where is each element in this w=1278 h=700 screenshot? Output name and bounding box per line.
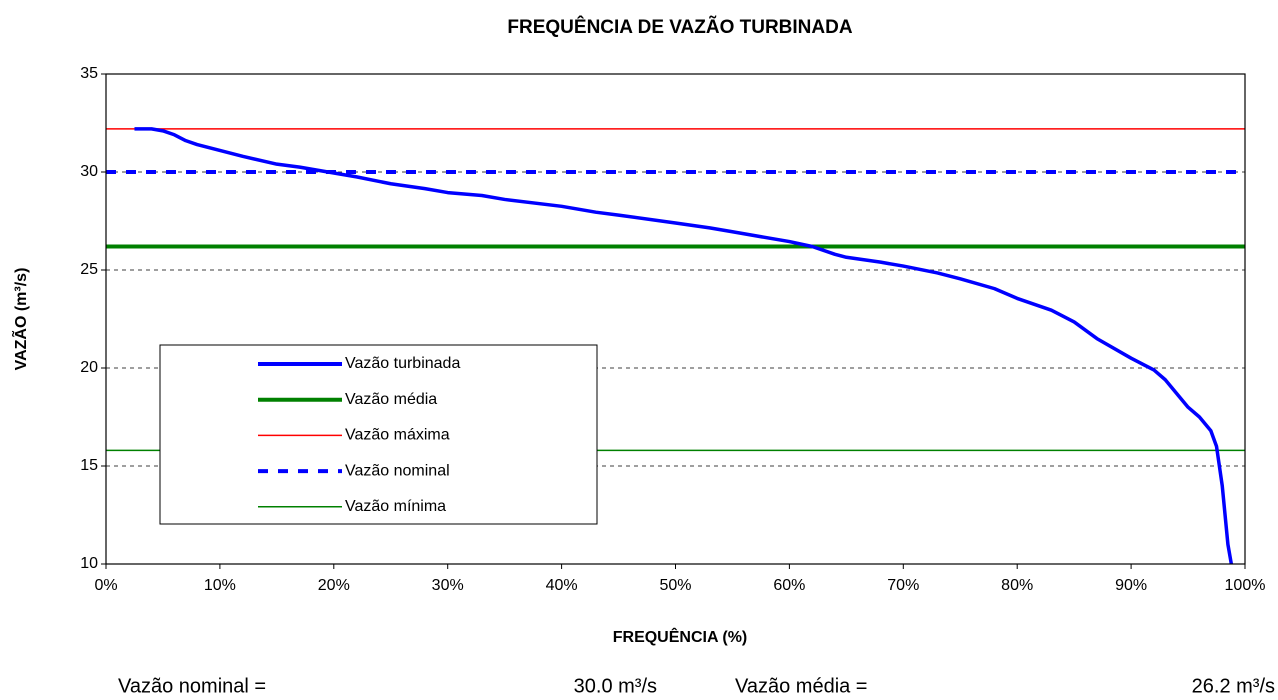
x-tick-label: 50%: [659, 577, 691, 594]
legend-label: Vazão máxima: [345, 427, 450, 444]
annotation: 26.2 m³/s: [1192, 675, 1275, 697]
x-tick-label: 40%: [546, 577, 578, 594]
y-tick-label: 35: [80, 65, 98, 82]
y-axis-label: VAZÃO (m³/s): [10, 268, 30, 371]
y-tick-label: 20: [80, 359, 98, 376]
x-tick-label: 20%: [318, 577, 350, 594]
legend-label: Vazão nominal: [345, 462, 450, 479]
x-tick-label: 70%: [887, 577, 919, 594]
x-tick-label: 10%: [204, 577, 236, 594]
annotation: Vazão média =: [735, 675, 868, 697]
y-tick-label: 30: [80, 163, 98, 180]
x-tick-label: 0%: [94, 577, 117, 594]
chart-title: FREQUÊNCIA DE VAZÃO TURBINADA: [507, 16, 852, 38]
legend-label: Vazão mínima: [345, 498, 446, 515]
legend-label: Vazão turbinada: [345, 355, 460, 372]
plot-border: [105, 73, 1246, 565]
line: [134, 127, 1234, 565]
x-tick-label: 90%: [1115, 577, 1147, 594]
y-tick-label: 25: [80, 261, 98, 278]
y-tick-label: 10: [80, 555, 98, 572]
x-axis-label: FREQUÊNCIA (%): [613, 627, 748, 646]
x-tick-label: 80%: [1001, 577, 1033, 594]
annotation: Vazão nominal =: [118, 675, 266, 697]
x-tick-label: 100%: [1225, 577, 1266, 594]
legend: [159, 344, 598, 525]
annotation: 30.0 m³/s: [574, 675, 657, 697]
x-tick-label: 30%: [432, 577, 464, 594]
x-tick-label: 60%: [773, 577, 805, 594]
legend-label: Vazão média: [345, 391, 437, 408]
y-tick-label: 15: [80, 457, 98, 474]
